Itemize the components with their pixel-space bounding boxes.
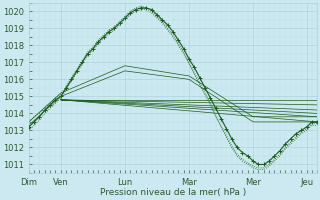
X-axis label: Pression niveau de la mer( hPa ): Pression niveau de la mer( hPa ): [100, 188, 246, 197]
